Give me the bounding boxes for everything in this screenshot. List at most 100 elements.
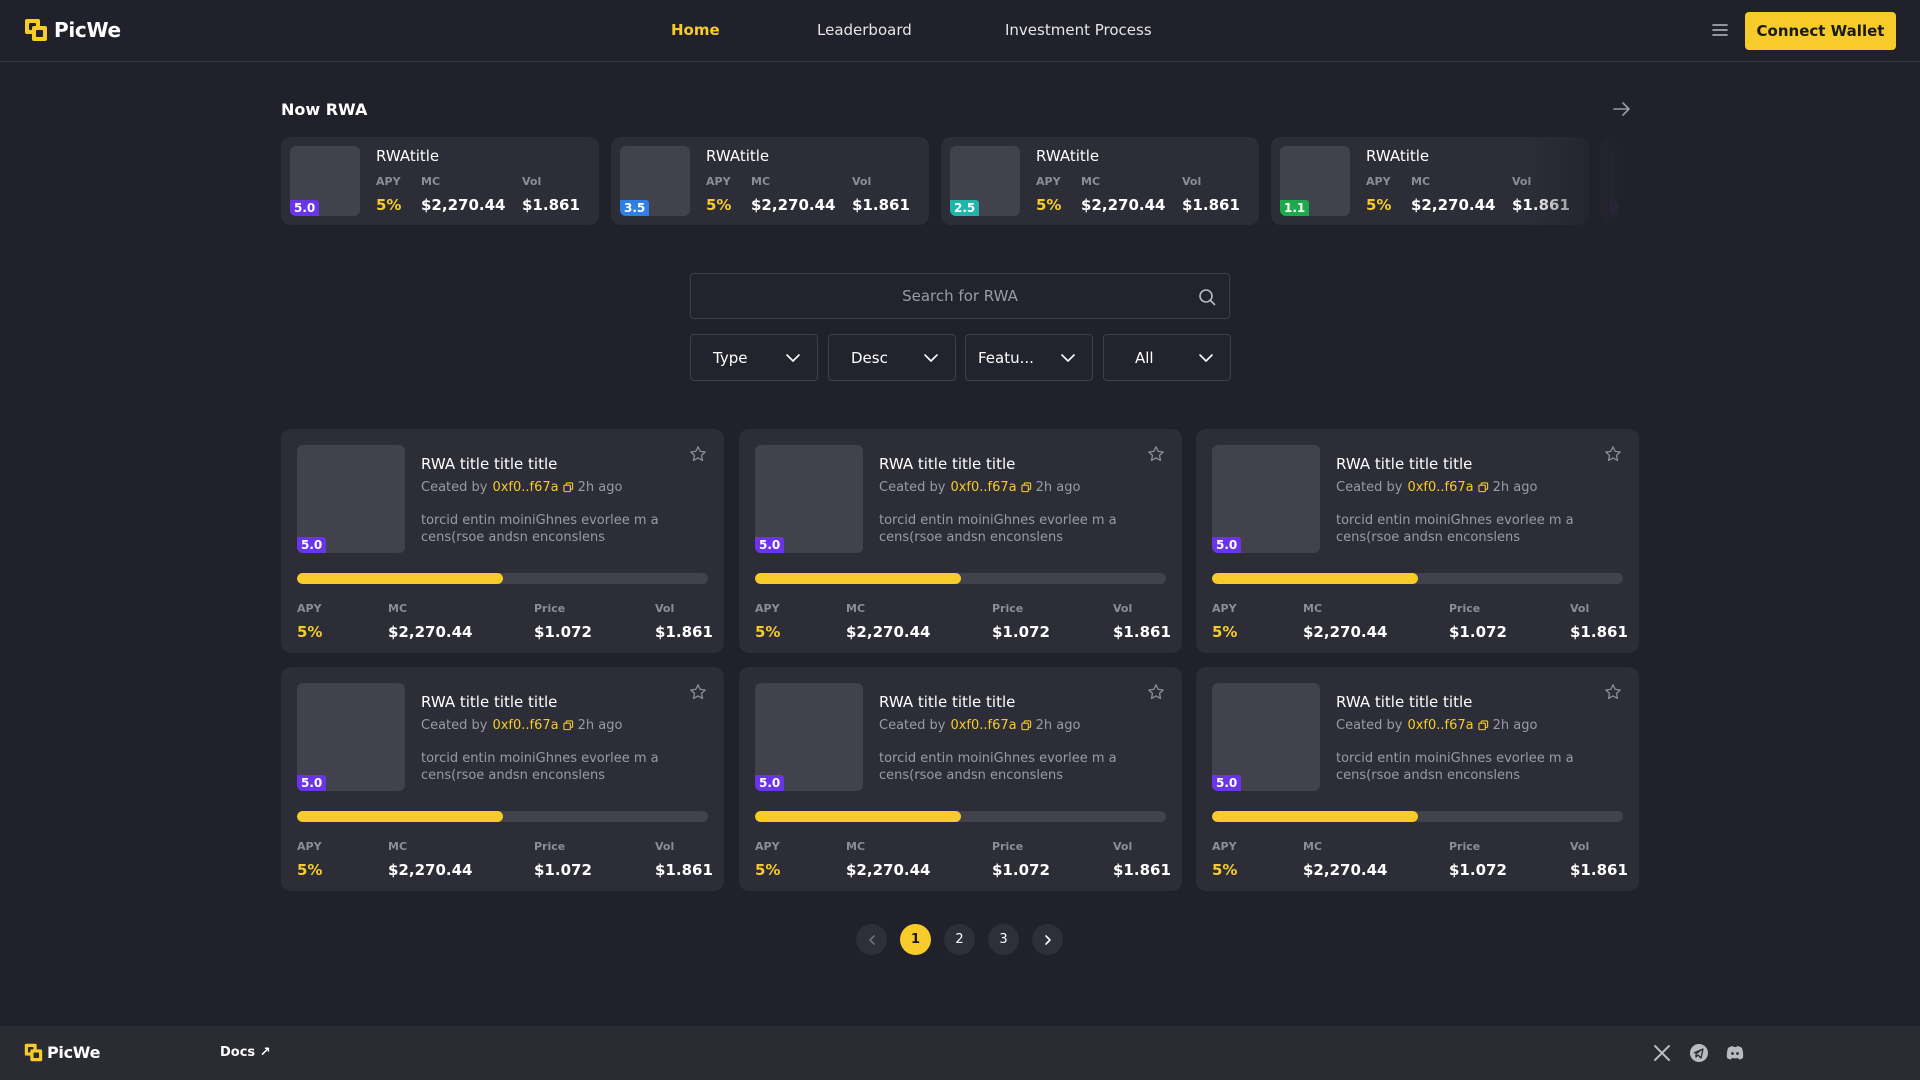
progress-bar bbox=[755, 811, 1166, 822]
stat-label: Price bbox=[534, 840, 566, 853]
rwa-thumbnail: 5.0 bbox=[755, 683, 863, 791]
rwa-thumbnail: 5.0 bbox=[297, 683, 405, 791]
stat-label: Price bbox=[534, 602, 566, 615]
vol-stat: Vol $1.861 bbox=[1113, 840, 1171, 879]
creator-address[interactable]: 0xf0..f67a bbox=[950, 718, 1017, 733]
rwa-title: RWAtitle bbox=[1036, 147, 1100, 165]
now-rwa-card[interactable]: 5.0 RWAtitle APY 5% MC $2,270.44 Vol $1.861 bbox=[281, 137, 599, 225]
picwe-logo-icon bbox=[25, 19, 47, 41]
page-button-1[interactable]: 1 bbox=[900, 924, 931, 955]
page-button-2[interactable]: 2 bbox=[944, 924, 975, 955]
stat-label: MC bbox=[846, 840, 866, 853]
now-rwa-card[interactable]: 2.5 RWAtitle APY 5% MC $2,270.44 Vol $1.861 bbox=[941, 137, 1259, 225]
vol-stat: Vol $1.861 bbox=[655, 840, 713, 879]
vol-stat: Vol $1.861 bbox=[1570, 602, 1628, 641]
search-icon[interactable] bbox=[1197, 287, 1217, 307]
creator-address[interactable]: 0xf0..f67a bbox=[492, 480, 559, 495]
stat-label: APY bbox=[297, 840, 322, 853]
created-by-line: Ceated by 0xf0..f67a 2h ago bbox=[879, 480, 1080, 495]
price-stat: Price $1.072 bbox=[1449, 840, 1507, 879]
creator-address[interactable]: 0xf0..f67a bbox=[1407, 480, 1474, 495]
rwa-card[interactable]: 5.0 RWA title title title Ceated by 0xf0..f… bbox=[739, 667, 1182, 891]
main-nav: Home Leaderboard Investment Process bbox=[0, 0, 1920, 62]
search-bar bbox=[690, 273, 1230, 319]
progress-fill bbox=[755, 811, 961, 822]
copy-icon[interactable] bbox=[563, 720, 574, 731]
vol-stat: Vol $1.861 bbox=[655, 602, 713, 641]
apy-stat: APY 5% bbox=[297, 840, 322, 879]
copy-icon[interactable] bbox=[1021, 482, 1032, 493]
rwa-description: torcid entin moiniGhnes evorlee m a cens… bbox=[421, 513, 659, 545]
apy-stat: APY 5% bbox=[755, 602, 780, 641]
created-by-line: Ceated by 0xf0..f67a 2h ago bbox=[421, 718, 622, 733]
footer-brand-logo[interactable]: PicWe bbox=[24, 1043, 100, 1062]
now-rwa-carousel[interactable]: 5.0 RWAtitle APY 5% MC $2,270.44 Vol $1.861 3.5 R… bbox=[281, 137, 1637, 225]
copy-icon[interactable] bbox=[1021, 720, 1032, 731]
vol-value: $1.861 bbox=[1113, 623, 1171, 641]
nav-home[interactable]: Home bbox=[671, 21, 720, 39]
telegram-icon[interactable] bbox=[1689, 1043, 1709, 1063]
rating-badge: 5.0 bbox=[1212, 775, 1242, 791]
creator-address[interactable]: 0xf0..f67a bbox=[1407, 718, 1474, 733]
star-icon[interactable] bbox=[1147, 683, 1165, 701]
rwa-card[interactable]: 5.0 RWA title title title Ceated by 0xf0..f… bbox=[739, 429, 1182, 653]
copy-icon[interactable] bbox=[563, 482, 574, 493]
star-icon[interactable] bbox=[689, 445, 707, 463]
creator-address[interactable]: 0xf0..f67a bbox=[950, 480, 1017, 495]
stat-label: APY bbox=[1212, 602, 1237, 615]
stat-label: Vol bbox=[655, 840, 675, 853]
mc-value: $2,270.44 bbox=[846, 623, 931, 641]
stat-label: MC bbox=[1081, 175, 1101, 188]
stat-label: APY bbox=[755, 840, 780, 853]
stat-label: Vol bbox=[1570, 840, 1590, 853]
star-icon[interactable] bbox=[1147, 445, 1165, 463]
rwa-description: torcid entin moiniGhnes evorlee m a cens… bbox=[879, 751, 1117, 783]
hamburger-menu-icon[interactable] bbox=[1710, 20, 1730, 40]
price-value: $1.072 bbox=[1449, 861, 1507, 879]
next-page-button[interactable] bbox=[1032, 924, 1063, 955]
filter-all[interactable]: All bbox=[1103, 334, 1231, 381]
star-icon[interactable] bbox=[1604, 683, 1622, 701]
prev-page-button[interactable] bbox=[856, 924, 887, 955]
stat-label: APY bbox=[1212, 840, 1237, 853]
star-icon[interactable] bbox=[1604, 445, 1622, 463]
connect-wallet-button[interactable]: Connect Wallet bbox=[1745, 12, 1896, 50]
mc-value: $2,270.44 bbox=[1303, 623, 1388, 641]
filter-type[interactable]: Type bbox=[690, 334, 818, 381]
page-button-3[interactable]: 3 bbox=[988, 924, 1019, 955]
rwa-description: torcid entin moiniGhnes evorlee m a cens… bbox=[879, 513, 1117, 545]
price-value: $1.072 bbox=[1449, 623, 1507, 641]
nav-investment-process[interactable]: Investment Process bbox=[1005, 21, 1152, 39]
rwa-card[interactable]: 5.0 RWA title title title Ceated by 0xf0..f… bbox=[1196, 429, 1639, 653]
page-footer: PicWe Docs ↗ bbox=[0, 1026, 1920, 1080]
created-by-label: Ceated by bbox=[1336, 480, 1403, 495]
brand-logo[interactable]: PicWe bbox=[24, 18, 121, 42]
copy-icon[interactable] bbox=[1478, 482, 1489, 493]
creator-address[interactable]: 0xf0..f67a bbox=[492, 718, 559, 733]
progress-fill bbox=[297, 811, 503, 822]
apy-value: 5% bbox=[706, 196, 732, 214]
star-icon[interactable] bbox=[689, 683, 707, 701]
created-time: 2h ago bbox=[1492, 480, 1538, 495]
docs-link[interactable]: Docs ↗ bbox=[220, 1045, 271, 1060]
created-time: 2h ago bbox=[577, 718, 623, 733]
discord-icon[interactable] bbox=[1725, 1043, 1745, 1063]
chevron-down-icon bbox=[786, 354, 800, 362]
rwa-card-title: RWA title title title bbox=[879, 455, 1016, 473]
filter-sort[interactable]: Desc bbox=[828, 334, 956, 381]
filter-featured[interactable]: Featu... bbox=[965, 334, 1093, 381]
rwa-card[interactable]: 5.0 RWA title title title Ceated by 0xf0..f… bbox=[281, 667, 724, 891]
nav-leaderboard[interactable]: Leaderboard bbox=[817, 21, 912, 39]
rwa-card-title: RWA title title title bbox=[421, 455, 558, 473]
mc-stat: MC $2,270.44 bbox=[388, 840, 472, 879]
now-rwa-card[interactable]: 3.5 RWAtitle APY 5% MC $2,270.44 Vol $1.861 bbox=[611, 137, 929, 225]
search-input[interactable] bbox=[691, 274, 1229, 318]
copy-icon[interactable] bbox=[1478, 720, 1489, 731]
vol-stat: Vol $1.861 bbox=[852, 175, 910, 214]
rwa-card[interactable]: 5.0 RWA title title title Ceated by 0xf0..f… bbox=[1196, 667, 1639, 891]
stat-label: APY bbox=[297, 602, 322, 615]
x-icon[interactable] bbox=[1652, 1043, 1672, 1063]
rwa-card-title: RWA title title title bbox=[1336, 693, 1473, 711]
rwa-card[interactable]: 5.0 RWA title title title Ceated by 0xf0..f… bbox=[281, 429, 724, 653]
arrow-right-icon[interactable] bbox=[1611, 98, 1633, 120]
